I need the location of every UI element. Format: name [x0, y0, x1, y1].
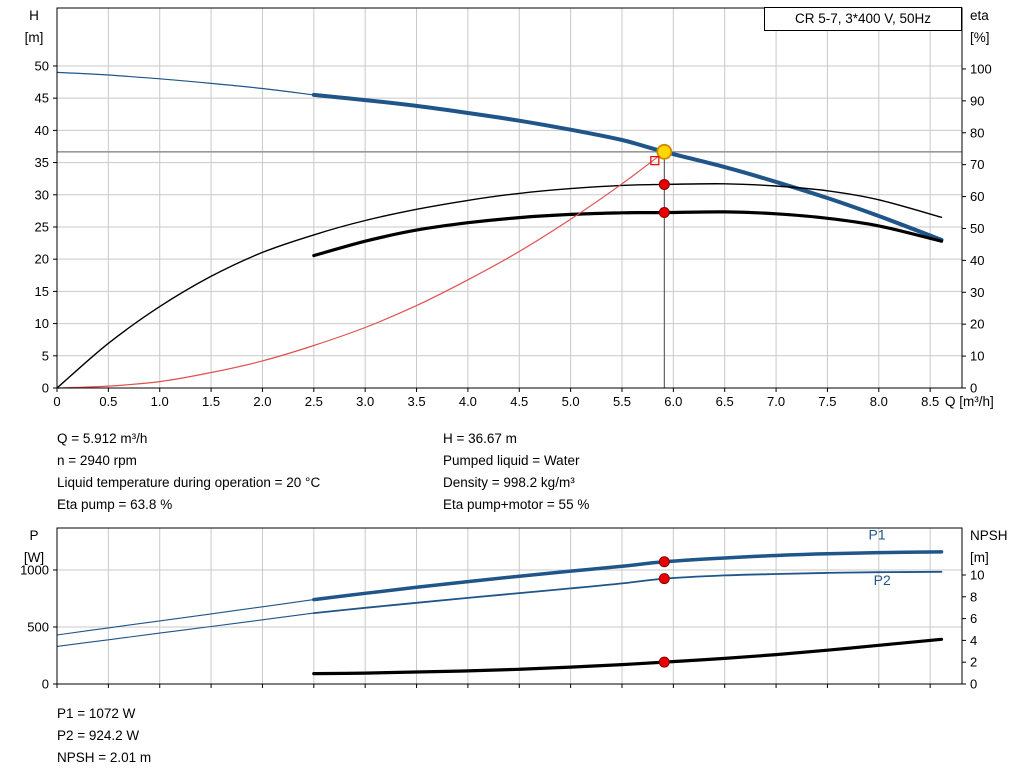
- y-left-tick-label: 35: [35, 155, 49, 170]
- y-left-tick-label: 45: [35, 91, 49, 106]
- x-tick-label: 8.5: [921, 394, 939, 409]
- requested-duty-marker: [650, 156, 660, 166]
- y-left-tick-label: 25: [35, 219, 49, 234]
- p2-curve-thin: [56, 612, 315, 647]
- pump-model-label: CR 5-7, 3*400 V, 50Hz: [794, 11, 932, 26]
- y-left-axis-label: P: [29, 528, 38, 543]
- y-left-tick-label: 500: [27, 619, 49, 634]
- y-left-tick-label: 30: [35, 187, 49, 202]
- y-right-tick-label: 4: [970, 633, 977, 648]
- info-line-eta-pump: Eta pump = 63.8 %: [57, 497, 173, 512]
- y-left-axis-label: [W]: [24, 550, 44, 565]
- eta-pump-motor-curve: [312, 210, 944, 258]
- p1-curve: [312, 550, 944, 602]
- y-right-tick-label: 8: [970, 589, 977, 604]
- info-line-flow: Q = 5.912 m³/h: [57, 431, 148, 446]
- result-panel: P1 = 1072 W P2 = 924.2 W NPSH = 2.01 m: [57, 703, 151, 769]
- duty-point-marker[interactable]: [656, 143, 673, 160]
- result-line-p2: P2 = 924.2 W: [57, 728, 140, 743]
- y-right-tick-label: 10: [970, 349, 984, 364]
- x-tick-label: 6.5: [716, 394, 734, 409]
- x-axis-label: Q [m³/h]: [945, 394, 994, 409]
- curve-value-marker: [658, 556, 670, 568]
- power-npsh-chart: 0 500 1000 0 2 4 6 8 10 P [W] NPSH [m] P1 P2: [20, 527, 1008, 692]
- y-right-tick-label: 0: [970, 381, 977, 396]
- y-right-tick-label: 30: [970, 285, 984, 300]
- qh-efficiency-chart: 0 0.5 1.0 1.5 2.0 2.5 3.0 3.5 4.0 4.5 5.0 5.5 6.0 6.5…: [25, 7, 994, 409]
- qh-curve: [311, 92, 944, 242]
- y-right-tick-label: 40: [970, 253, 984, 268]
- x-tick-label: 7.5: [818, 394, 836, 409]
- y-left-axis-label: H: [29, 8, 39, 23]
- y-left-tick-label: 5: [42, 348, 49, 363]
- x-tick-label: 6.0: [664, 394, 682, 409]
- pump-model-box: CR 5-7, 3*400 V, 50Hz: [764, 7, 962, 31]
- x-tick-label: 7.0: [767, 394, 785, 409]
- x-tick-label: 0.5: [99, 394, 117, 409]
- y-right-axis-label: [%]: [970, 30, 990, 45]
- y-left-tick-label: 0: [42, 381, 49, 396]
- npsh-curve: [312, 637, 944, 676]
- series-label-P1: P1: [869, 527, 886, 543]
- y-right-axis-label: [m]: [970, 550, 989, 565]
- eta-pump-curve: [56, 183, 943, 389]
- x-tick-label: 3.0: [356, 394, 374, 409]
- y-left-tick-label: 40: [35, 123, 49, 138]
- qh-curve-thin: [56, 71, 315, 96]
- y-right-axis-label: NPSH: [970, 528, 1008, 543]
- curve-value-marker: [658, 573, 670, 585]
- result-line-p1: P1 = 1072 W: [57, 706, 136, 721]
- y-right-tick-label: 80: [970, 125, 984, 140]
- y-left-tick-label: 50: [35, 58, 49, 73]
- x-tick-label: 5.5: [613, 394, 631, 409]
- plot-border: [56, 7, 963, 389]
- y-right-tick-label: 10: [970, 567, 984, 582]
- x-tick-label: 3.5: [407, 394, 425, 409]
- x-tick-label: 4.0: [459, 394, 477, 409]
- y-left-tick-label: 0: [42, 677, 49, 692]
- y-right-tick-label: 20: [970, 317, 984, 332]
- operating-data-left-column: Q = 5.912 m³/h n = 2940 rpm Liquid tempe…: [57, 428, 437, 516]
- y-left-tick-label: 15: [35, 284, 49, 299]
- x-tick-label: 4.5: [510, 394, 528, 409]
- curve-value-marker: [658, 178, 670, 190]
- y-right-tick-label: 6: [970, 611, 977, 626]
- y-left-tick-label: 20: [35, 252, 49, 267]
- plot-border: [56, 527, 963, 685]
- y-right-tick-label: 90: [970, 93, 984, 108]
- y-left-axis-label: [m]: [25, 30, 44, 45]
- info-line-liquid-temperature: Liquid temperature during operation = 20…: [57, 475, 321, 490]
- y-right-tick-label: 2: [970, 655, 977, 670]
- y-right-tick-label: 100: [970, 61, 992, 76]
- x-tick-label: 8.0: [870, 394, 888, 409]
- curve-value-marker: [658, 207, 670, 219]
- y-left-tick-label: 1000: [20, 562, 49, 577]
- y-right-tick-label: 70: [970, 157, 984, 172]
- p2-curve: [312, 570, 943, 614]
- info-line-pumped-liquid: Pumped liquid = Water: [443, 453, 580, 468]
- y-right-axis-label: eta: [970, 8, 989, 23]
- y-left-tick-label: 10: [35, 316, 49, 331]
- y-right-tick-label: 0: [970, 677, 977, 692]
- y-right-tick-label: 50: [970, 221, 984, 236]
- p1-curve-thin: [56, 599, 315, 636]
- operating-data-right-column: H = 36.67 m Pumped liquid = Water Densit…: [443, 428, 873, 516]
- x-tick-label: 0: [53, 394, 60, 409]
- y-right-tick-label: 60: [970, 189, 984, 204]
- info-line-density: Density = 998.2 kg/m³: [443, 475, 575, 490]
- curve-value-marker: [658, 656, 670, 668]
- system-curve: [56, 151, 665, 389]
- x-tick-label: 1.5: [202, 394, 220, 409]
- result-line-npsh: NPSH = 2.01 m: [57, 750, 152, 765]
- x-tick-label: 5.0: [562, 394, 580, 409]
- info-line-speed: n = 2940 rpm: [57, 453, 137, 468]
- series-label-P2: P2: [874, 572, 891, 588]
- info-line-eta-pump-motor: Eta pump+motor = 55 %: [443, 497, 590, 512]
- x-tick-label: 1.0: [151, 394, 169, 409]
- x-tick-label: 2.0: [253, 394, 271, 409]
- x-tick-label: 2.5: [305, 394, 323, 409]
- info-line-head: H = 36.67 m: [443, 431, 517, 446]
